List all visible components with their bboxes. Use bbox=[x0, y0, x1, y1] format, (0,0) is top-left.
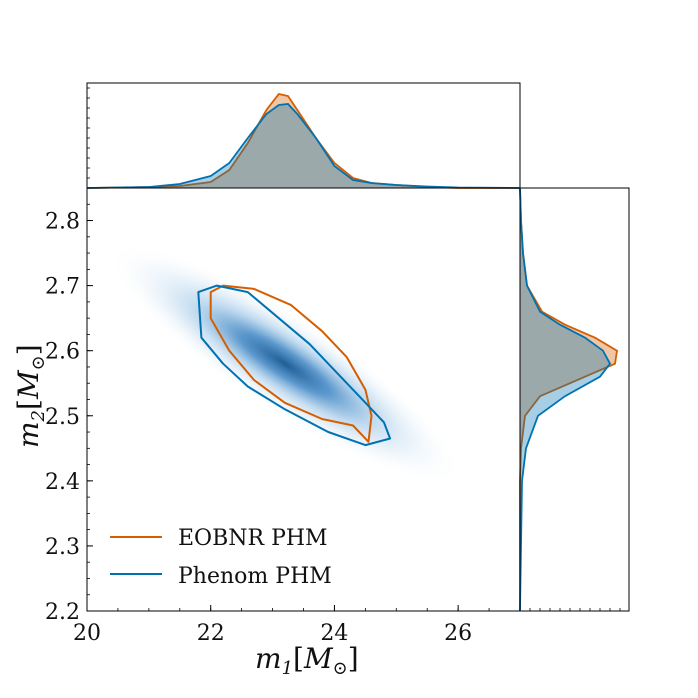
legend: EOBNR PHM Phenom PHM bbox=[110, 526, 332, 589]
y-tick-label: 2.4 bbox=[45, 470, 80, 495]
x-tick-label: 26 bbox=[444, 621, 472, 646]
y-tick-label: 2.2 bbox=[45, 600, 80, 625]
legend-label-eobnr: EOBNR PHM bbox=[178, 526, 328, 551]
top-marginal-fill-phenom-phm bbox=[87, 104, 520, 188]
joint-panel: 20 22 24 26 2.2 2.3 2.4 2.5 2.6 2.7 2.8 EOBNR PHM… bbox=[45, 187, 521, 646]
y-tick-label: 2.6 bbox=[45, 340, 80, 365]
right-marginal-fill-phenom-phm bbox=[520, 188, 610, 611]
contour-phenom-phm bbox=[197, 284, 392, 447]
top-marginal-plot bbox=[86, 87, 521, 189]
y-axis-ticks: 2.2 2.3 2.4 2.5 2.6 2.7 2.8 bbox=[45, 187, 93, 625]
y-tick-label: 2.8 bbox=[45, 210, 80, 235]
y-tick-label: 2.7 bbox=[45, 275, 80, 300]
right-marginal-line-phenom-phm bbox=[519, 187, 612, 612]
right-marginal-panel bbox=[519, 187, 630, 612]
legend-label-phenom: Phenom PHM bbox=[178, 564, 332, 589]
y-axis-label: m2[M⊙] bbox=[12, 344, 49, 448]
contour-eobnr-phm bbox=[209, 284, 373, 443]
y-tick-label: 2.3 bbox=[45, 535, 80, 560]
top-marginal-fill-eobnr-phm bbox=[87, 94, 520, 188]
x-tick-label: 22 bbox=[197, 621, 225, 646]
y-tick-label: 2.5 bbox=[45, 405, 80, 430]
x-axis-ticks: 20 22 24 26 bbox=[73, 605, 521, 646]
x-axis-label: m1[M⊙] bbox=[255, 642, 359, 679]
x-tick-label: 24 bbox=[320, 621, 348, 646]
credible-contours bbox=[197, 284, 392, 447]
x-tick-label: 20 bbox=[73, 621, 101, 646]
top-marginal-line-phenom-phm bbox=[86, 103, 521, 189]
top-marginal-panel bbox=[86, 82, 521, 189]
density-heatmap bbox=[106, 242, 463, 485]
right-marginal-plot bbox=[519, 187, 621, 612]
